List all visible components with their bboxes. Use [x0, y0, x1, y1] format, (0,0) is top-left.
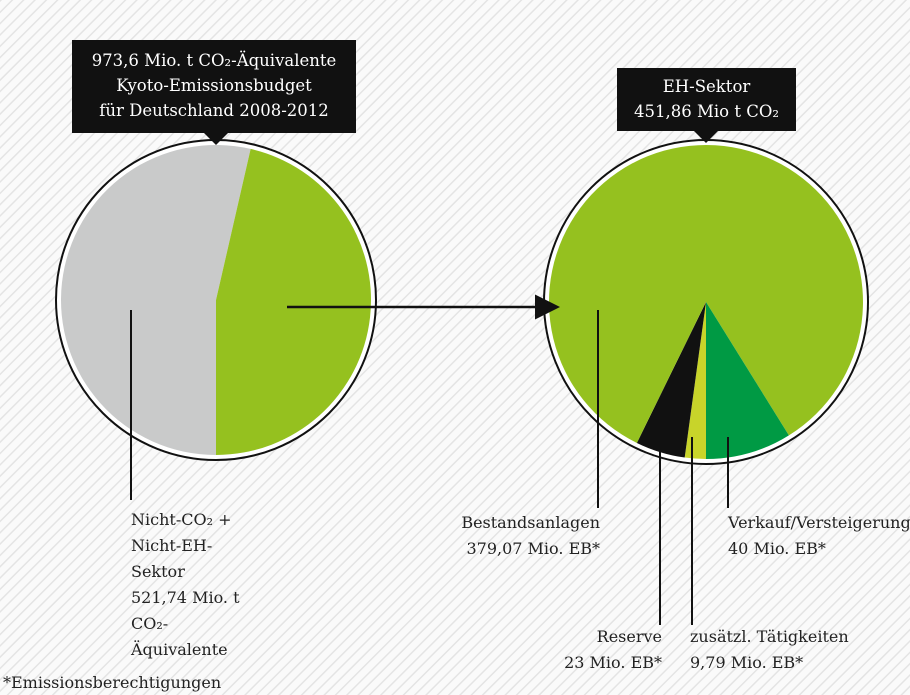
title-line: 973,6 Mio. t CO₂-Äquivalente: [91, 51, 337, 70]
category-label: Nicht-CO₂ + Nicht-EH-Sektor: [131, 510, 232, 581]
category-label: Verkauf/Versteigerung: [728, 513, 910, 532]
pie-slice: [684, 302, 706, 459]
title-box: [72, 40, 356, 145]
slice-label: Reserve 23 Mio. EB*: [564, 624, 662, 676]
title-1: 973,6 Mio. t CO₂-Äquivalente Kyoto-Emiss…: [72, 48, 356, 123]
category-label: zusätzl. Tätigkeiten: [690, 627, 849, 646]
slice-label: Verkauf/Versteigerung 40 Mio. EB*: [728, 510, 910, 562]
title-line: für Deutschland 2008-2012: [99, 101, 329, 120]
pie-slice: [61, 145, 251, 456]
category-label: Bestandsanlagen: [461, 513, 600, 532]
title-2: EH-Sektor 451,86 Mio t CO₂: [617, 74, 796, 124]
title-line: EH-Sektor: [662, 77, 751, 96]
value-label: 40 Mio. EB*: [728, 539, 826, 558]
value-label: 23 Mio. EB*: [564, 653, 662, 672]
title-line: 451,86 Mio t CO₂: [634, 102, 779, 121]
category-label: Reserve: [596, 627, 662, 646]
pie-slice: [549, 145, 863, 443]
footnote: *Emissionsberechtigungen: [3, 673, 222, 692]
slice-label: zusätzl. Tätigkeiten 9,79 Mio. EB*: [690, 624, 849, 676]
pie-slice: [706, 302, 789, 459]
slice-label: Nicht-CO₂ + Nicht-EH-Sektor 521,74 Mio. t…: [131, 507, 256, 663]
title-box: [617, 68, 796, 143]
value-label: 379,07 Mio. EB*: [466, 539, 600, 558]
slice-label: Bestandsanlagen 379,07 Mio. EB*: [461, 510, 600, 562]
pie-slice: [636, 302, 706, 458]
value-label: 521,74 Mio. t CO₂-Äquivalente: [131, 588, 240, 659]
value-label: 9,79 Mio. EB*: [690, 653, 804, 672]
pie-slice: [216, 148, 372, 456]
title-line: Kyoto-Emissionsbudget: [116, 76, 312, 95]
